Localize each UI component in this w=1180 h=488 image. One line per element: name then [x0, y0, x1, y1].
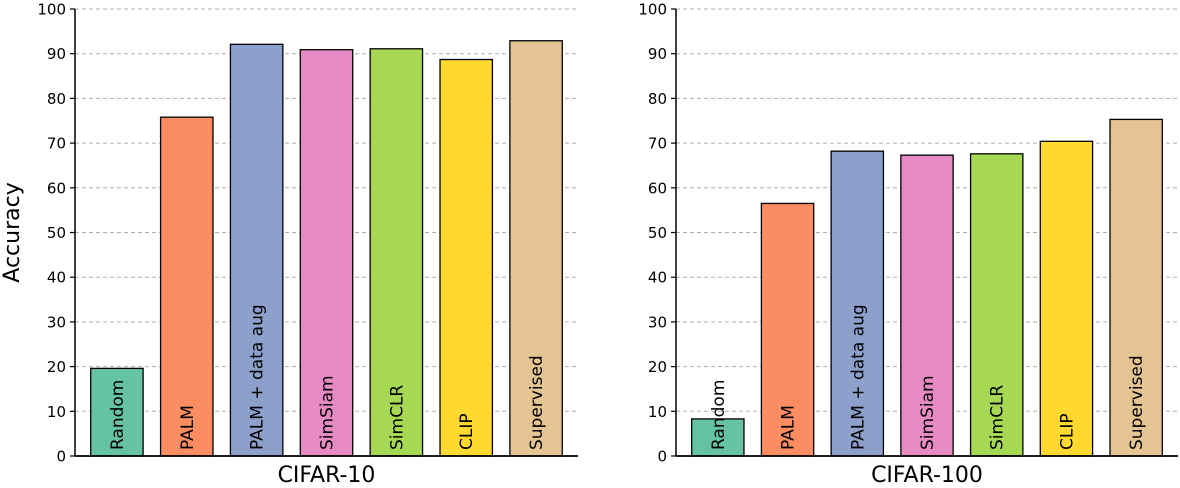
y-tick-label: 30 — [47, 313, 66, 331]
bar-label: PALM — [178, 405, 198, 450]
bar-label: CLIP — [457, 413, 477, 450]
bar — [229, 43, 284, 457]
bar — [969, 153, 1024, 457]
y-tick-label: 80 — [648, 90, 667, 108]
y-tick-label: 40 — [648, 269, 667, 287]
bar — [439, 58, 494, 457]
bar-label: PALM — [779, 405, 799, 450]
bar — [90, 367, 144, 457]
y-tick-label: 50 — [648, 224, 667, 242]
bar — [1109, 118, 1163, 457]
y-tick-label: 40 — [47, 269, 66, 287]
y-tick-label: 10 — [47, 403, 66, 421]
bar — [369, 48, 424, 457]
y-tick-label: 90 — [47, 45, 66, 63]
bar-label: Supervised — [527, 355, 547, 450]
bar-label: SimCLR — [988, 385, 1008, 450]
y-tick-label: 0 — [657, 448, 667, 466]
bar — [760, 202, 815, 457]
y-tick-label: 10 — [648, 403, 667, 421]
y-tick-label: 80 — [47, 90, 66, 108]
x-axis-label: CIFAR-10 — [278, 463, 376, 484]
bar-label: SimSiam — [918, 375, 938, 450]
bar-label: Random — [108, 380, 128, 450]
y-tick-label: 20 — [648, 358, 667, 376]
bar — [1039, 140, 1094, 457]
bar — [509, 40, 563, 457]
bar-label: SimCLR — [387, 385, 407, 450]
y-axis-label: Accuracy — [0, 182, 25, 282]
bar-label: Supervised — [1127, 355, 1147, 450]
y-tick-label: 60 — [47, 179, 66, 197]
bar-label: SimSiam — [318, 375, 338, 450]
bar — [900, 154, 954, 457]
y-tick-label: 20 — [47, 358, 66, 376]
x-axis-label: CIFAR-100 — [871, 463, 983, 484]
bar — [830, 150, 885, 457]
y-tick-label: 30 — [648, 313, 667, 331]
bar-label: CLIP — [1057, 413, 1077, 450]
y-tick-label: 0 — [56, 448, 66, 466]
y-tick-label: 50 — [47, 224, 66, 242]
y-tick-label: 100 — [37, 1, 66, 19]
y-tick-label: 90 — [648, 45, 667, 63]
bar — [299, 49, 354, 457]
bar-label: PALM + data aug — [848, 304, 868, 450]
y-tick-label: 60 — [648, 179, 667, 197]
bar — [159, 116, 214, 457]
bar — [691, 418, 745, 457]
y-tick-label: 70 — [648, 135, 667, 153]
bar-label: PALM + data aug — [248, 304, 268, 450]
y-tick-label: 70 — [47, 135, 66, 153]
bar-label: Random — [709, 380, 729, 450]
y-tick-label: 100 — [638, 1, 667, 19]
